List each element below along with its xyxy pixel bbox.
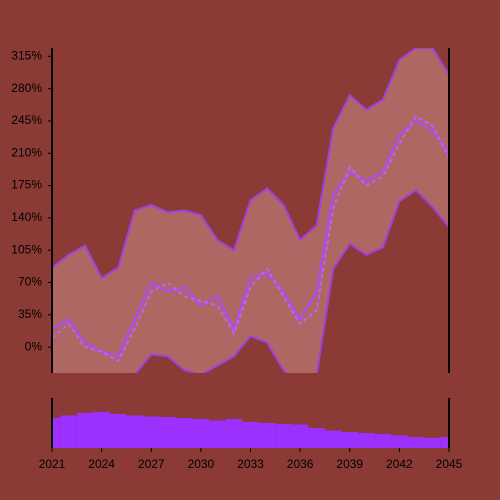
volume-bar [308,428,325,448]
x-tick-label: 2030 [188,457,215,471]
volume-bar [176,418,193,448]
volume-bar [341,432,359,448]
y-tick-label: 0% [25,339,43,353]
y-tick-label: 35% [18,307,42,321]
volume-bar [440,437,449,448]
volume-bar [374,434,392,448]
axes: 0% 35% 70% 105% 140% 175% 210% 245% 280% 315% 2021… [11,48,463,471]
volume-bar [275,424,292,448]
volume-bar [225,419,243,448]
x-tick-label: 2033 [237,457,264,471]
volume-bar [52,418,61,448]
volume-bar [291,424,309,448]
volume-panel [52,412,449,448]
volume-bar [391,435,408,448]
x-tick-label: 2027 [138,457,165,471]
x-tick-label: 2039 [336,457,363,471]
y-tick-label: 245% [11,113,42,127]
volume-bar [93,412,110,448]
y-tick-label: 70% [18,275,42,289]
y-tick-label: 210% [11,145,42,159]
volume-bar [109,414,127,448]
volume-bar [324,430,342,448]
volume-bar [258,423,276,448]
volume-bar [159,417,177,448]
volume-bar [76,413,94,448]
series-line [52,114,449,363]
x-tick-label: 2045 [436,457,463,471]
volume-bar [424,438,441,448]
x-tick-label: 2024 [88,457,115,471]
x-tick-label: 2036 [287,457,314,471]
band-area [52,48,449,373]
y-tick-label: 105% [11,242,42,256]
volume-bar [209,420,226,448]
y-tick-label: 175% [11,178,42,192]
band-edge [52,48,449,280]
x-tick-label: 2042 [386,457,413,471]
plot-area [52,48,449,373]
series-line [52,119,449,358]
volume-bar [358,433,375,448]
volume-bar [192,419,210,448]
volume-bar [142,416,160,448]
volume-bar [60,415,77,448]
x-tick-label: 2021 [39,457,66,471]
band-edge [134,188,449,373]
y-tick-label: 280% [11,81,42,95]
volume-bar [407,437,425,448]
y-tick-label: 140% [11,210,42,224]
volume-bar [126,415,143,448]
volume-bar [242,422,259,448]
y-tick-label: 315% [11,48,42,62]
